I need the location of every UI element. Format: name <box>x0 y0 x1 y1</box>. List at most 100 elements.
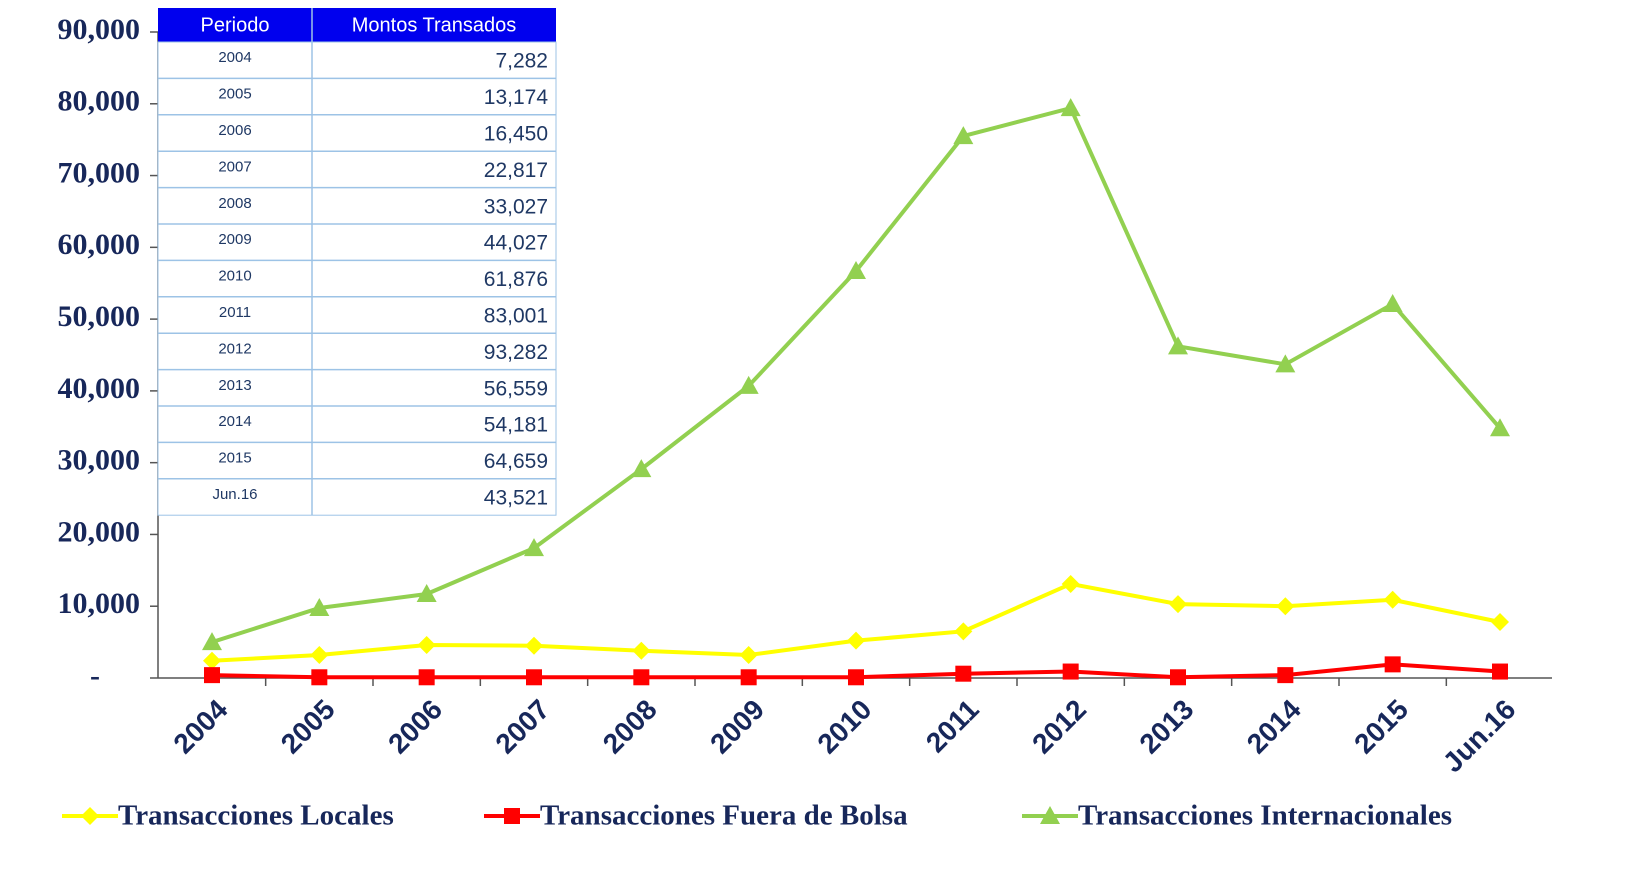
x-tick-label: 2006 <box>382 694 448 760</box>
data-point <box>739 646 758 665</box>
table-cell: 2012 <box>218 340 251 357</box>
legend-marker <box>81 807 99 825</box>
data-point <box>740 669 757 686</box>
y-tick-label: 80,000 <box>58 85 141 118</box>
legend-label: Transacciones Internacionales <box>1078 800 1452 832</box>
x-tick-label: 2004 <box>167 693 233 759</box>
data-point <box>416 584 437 603</box>
legend-label: Transacciones Locales <box>118 800 394 832</box>
data-point <box>1275 354 1296 373</box>
data-point <box>848 669 864 686</box>
data-point <box>202 632 222 651</box>
table-cell: 2010 <box>218 268 251 285</box>
table-cell: 16,450 <box>484 123 548 146</box>
x-tick-label: 2011 <box>920 694 985 759</box>
data-point <box>1168 336 1188 355</box>
table-cell: 2013 <box>218 377 251 394</box>
data-point <box>1383 590 1402 609</box>
data-point <box>1492 663 1508 680</box>
data-point <box>631 459 652 478</box>
data-point <box>1062 663 1079 680</box>
x-tick-label: Jun.16 <box>1437 694 1522 779</box>
data-point <box>846 261 866 280</box>
data-point <box>1382 294 1403 313</box>
data-point <box>204 667 220 684</box>
data-point <box>1490 418 1510 437</box>
data-point <box>953 126 974 145</box>
legend-marker <box>1040 806 1060 824</box>
table-cell: 43,521 <box>484 487 548 510</box>
data-point <box>738 375 759 394</box>
legend-marker <box>504 808 520 824</box>
data-point <box>954 622 973 641</box>
table-cell: 2006 <box>218 122 251 139</box>
table-cell: 2015 <box>218 450 251 467</box>
data-point <box>310 646 329 665</box>
data-point <box>1060 98 1081 117</box>
data-point <box>1277 667 1294 684</box>
data-point <box>311 669 328 686</box>
data-point <box>1491 613 1509 632</box>
table-body <box>157 41 557 516</box>
table-cell: 93,282 <box>484 341 548 364</box>
data-point <box>632 641 651 660</box>
legend-label: Transacciones Fuera de Bolsa <box>540 800 908 832</box>
data-point <box>418 669 435 686</box>
data-point <box>1384 656 1401 673</box>
x-tick-label: 2012 <box>1026 694 1092 760</box>
y-tick-label: 90,000 <box>58 13 141 46</box>
data-point <box>417 635 436 654</box>
table-cell: 56,559 <box>484 377 548 400</box>
table-cell: 7,282 <box>495 50 548 73</box>
table-cell: 2009 <box>218 231 251 248</box>
table-cell: 33,027 <box>484 195 548 218</box>
data-table: Periodo Montos Transados 2004 7,282 2005 13,1… <box>157 8 557 516</box>
x-tick-label: 2008 <box>597 694 663 760</box>
data-point <box>955 665 972 682</box>
data-point <box>525 636 543 655</box>
y-tick-label: 40,000 <box>58 372 141 405</box>
y-tick-label: 70,000 <box>58 156 141 189</box>
data-point <box>1276 597 1295 616</box>
table-cell: 2008 <box>218 195 251 212</box>
x-tick-label: 2014 <box>1241 693 1307 759</box>
y-tick-label: 10,000 <box>58 587 141 620</box>
table-cell: 2004 <box>218 49 251 66</box>
x-tick-label: 2009 <box>704 694 770 760</box>
table-cell: 64,659 <box>484 450 548 473</box>
table-cell: Jun.16 <box>212 486 257 503</box>
data-point <box>633 669 650 686</box>
data-point <box>526 669 542 686</box>
x-tick-label: 2015 <box>1348 694 1414 760</box>
table-cell: 2011 <box>219 304 251 321</box>
y-tick-label: 20,000 <box>58 515 141 548</box>
data-point <box>1061 574 1080 593</box>
y-tick-label: 50,000 <box>58 300 141 333</box>
data-point <box>1170 669 1186 686</box>
data-point <box>1169 595 1187 614</box>
y-tick-label: - <box>90 659 100 692</box>
table-cell: 2014 <box>218 413 251 430</box>
table-cell: 13,174 <box>484 86 549 109</box>
table-cell: 2007 <box>218 158 251 175</box>
data-point <box>309 598 330 617</box>
x-tick-label: 2013 <box>1133 694 1199 760</box>
table-cell: 2005 <box>218 86 251 103</box>
table-cell: 44,027 <box>484 232 548 255</box>
table-cell: 54,181 <box>484 414 548 437</box>
x-tick-label: 2010 <box>811 694 877 760</box>
table-header-cell: Periodo <box>201 14 270 36</box>
data-point <box>847 631 865 650</box>
table-header <box>158 8 556 42</box>
x-tick-label: 2005 <box>275 694 341 760</box>
data-point <box>524 538 544 557</box>
y-tick-label: 30,000 <box>58 444 141 477</box>
x-tick-label: 2007 <box>489 694 555 760</box>
y-tick-label: 60,000 <box>58 228 141 261</box>
table-cell: 83,001 <box>484 305 548 328</box>
table-header-cell: Montos Transados <box>352 14 517 36</box>
table-cell: 22,817 <box>484 159 548 182</box>
data-point <box>203 651 221 670</box>
table-cell: 61,876 <box>484 268 548 291</box>
